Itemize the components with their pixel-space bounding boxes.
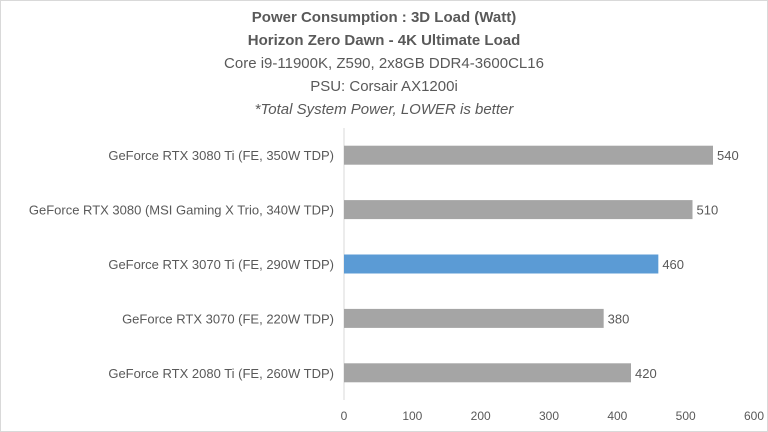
x-tick-label: 100 (402, 409, 422, 423)
chart-subtitle: Horizon Zero Dawn - 4K Ultimate Load (247, 32, 521, 49)
data-label: 460 (662, 257, 684, 272)
bar (344, 308, 604, 328)
category-label: GeForce RTX 3080 Ti (FE, 350W TDP) (108, 148, 334, 163)
data-label: 540 (717, 148, 739, 163)
chart-note: *Total System Power, LOWER is better (254, 101, 514, 118)
chart-subtitle-system: Core i9-11900K, Z590, 2x8GB DDR4-3600CL1… (224, 55, 544, 72)
chart-title: Power Consumption : 3D Load (Watt) (251, 9, 517, 26)
x-tick-label: 400 (607, 409, 627, 423)
bar (344, 254, 659, 274)
bar (344, 200, 693, 220)
chart-subtitle-psu: PSU: Corsair AX1200i (310, 78, 458, 95)
data-label: 420 (635, 366, 657, 381)
x-tick-label: 0 (341, 409, 348, 423)
category-label: GeForce RTX 3080 (MSI Gaming X Trio, 340… (29, 203, 334, 218)
chart-titles: Power Consumption : 3D Load (Watt) Horiz… (0, 6, 768, 121)
x-tick-label: 500 (676, 409, 696, 423)
category-label: GeForce RTX 3070 Ti (FE, 290W TDP) (108, 257, 334, 272)
category-label: GeForce RTX 3070 (FE, 220W TDP) (122, 311, 334, 326)
bar (344, 145, 713, 165)
data-label: 380 (608, 311, 630, 326)
data-label: 510 (697, 203, 719, 218)
category-label: GeForce RTX 2080 Ti (FE, 260W TDP) (108, 366, 334, 381)
x-tick-label: 300 (539, 409, 559, 423)
x-tick-label: 200 (471, 409, 491, 423)
x-tick-label: 600 (744, 409, 764, 423)
bar (344, 363, 631, 383)
